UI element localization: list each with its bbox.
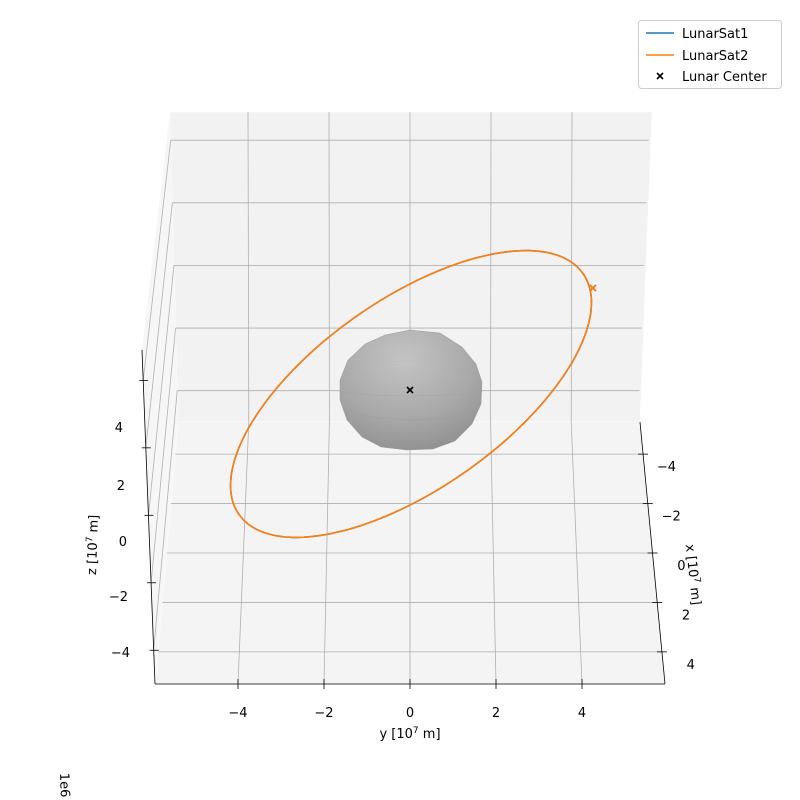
- tick-label-y: 2: [492, 706, 500, 721]
- left-pane: [142, 112, 178, 683]
- legend: LunarSat1 LunarSat2 Lunar Center: [638, 20, 782, 89]
- tick-label-x: 0: [677, 559, 685, 574]
- legend-label-lunar-center: Lunar Center: [682, 70, 767, 85]
- tick-label-x: −4: [657, 460, 676, 475]
- tick-label-z: −2: [109, 590, 128, 605]
- grid-line-z: [150, 328, 176, 583]
- legend-box: [638, 20, 782, 89]
- tick-labels: −4 −2 0 2 4 −4 −2 0 2 4 −4 −2 0 2 4: [109, 421, 695, 721]
- tick-label-x: 4: [687, 658, 695, 673]
- lunar-center-marker: [406, 386, 414, 394]
- grid-line-z: [148, 265, 175, 516]
- moon-facet-line: [339, 391, 483, 397]
- tick-label-z: 4: [115, 421, 123, 436]
- x-axis-label: x [107 m]: [682, 543, 704, 605]
- tick-label-y: 4: [578, 706, 586, 721]
- z-axis-label: z [107 m]: [84, 515, 102, 576]
- grid-line-y: [570, 111, 573, 423]
- tick-label-x: −2: [662, 510, 681, 525]
- tick-label-y: −4: [228, 706, 247, 721]
- grid-line-z: [145, 202, 173, 448]
- moon-facet-line: [349, 360, 473, 367]
- legend-swatch-lunar-center: [656, 72, 664, 80]
- grid-lines: [142, 111, 662, 685]
- y-axis-label: y [107 m]: [379, 726, 440, 742]
- grid-line-z: [142, 140, 172, 381]
- z-axis-line: [141, 349, 156, 685]
- axis-ticks: [139, 379, 667, 689]
- moon-facet-line: [344, 411, 477, 421]
- tick-label-z: −4: [111, 646, 130, 661]
- satellite-position-marker: [589, 284, 597, 292]
- tick-label-z: 2: [117, 479, 125, 494]
- scale-offset-label: 1e6: [56, 773, 72, 798]
- grid-line-z: [153, 390, 178, 651]
- grid-line-y: [247, 111, 250, 423]
- tick-label-z: 0: [119, 535, 127, 550]
- legend-label-lunarsat2: LunarSat2: [682, 49, 748, 64]
- orbit-line-lunarsat2: [229, 249, 593, 539]
- tick-label-y: 0: [406, 706, 414, 721]
- legend-label-lunarsat1: LunarSat1: [682, 27, 748, 42]
- tick-label-y: −2: [314, 706, 333, 721]
- tick-label-x: 2: [682, 608, 690, 623]
